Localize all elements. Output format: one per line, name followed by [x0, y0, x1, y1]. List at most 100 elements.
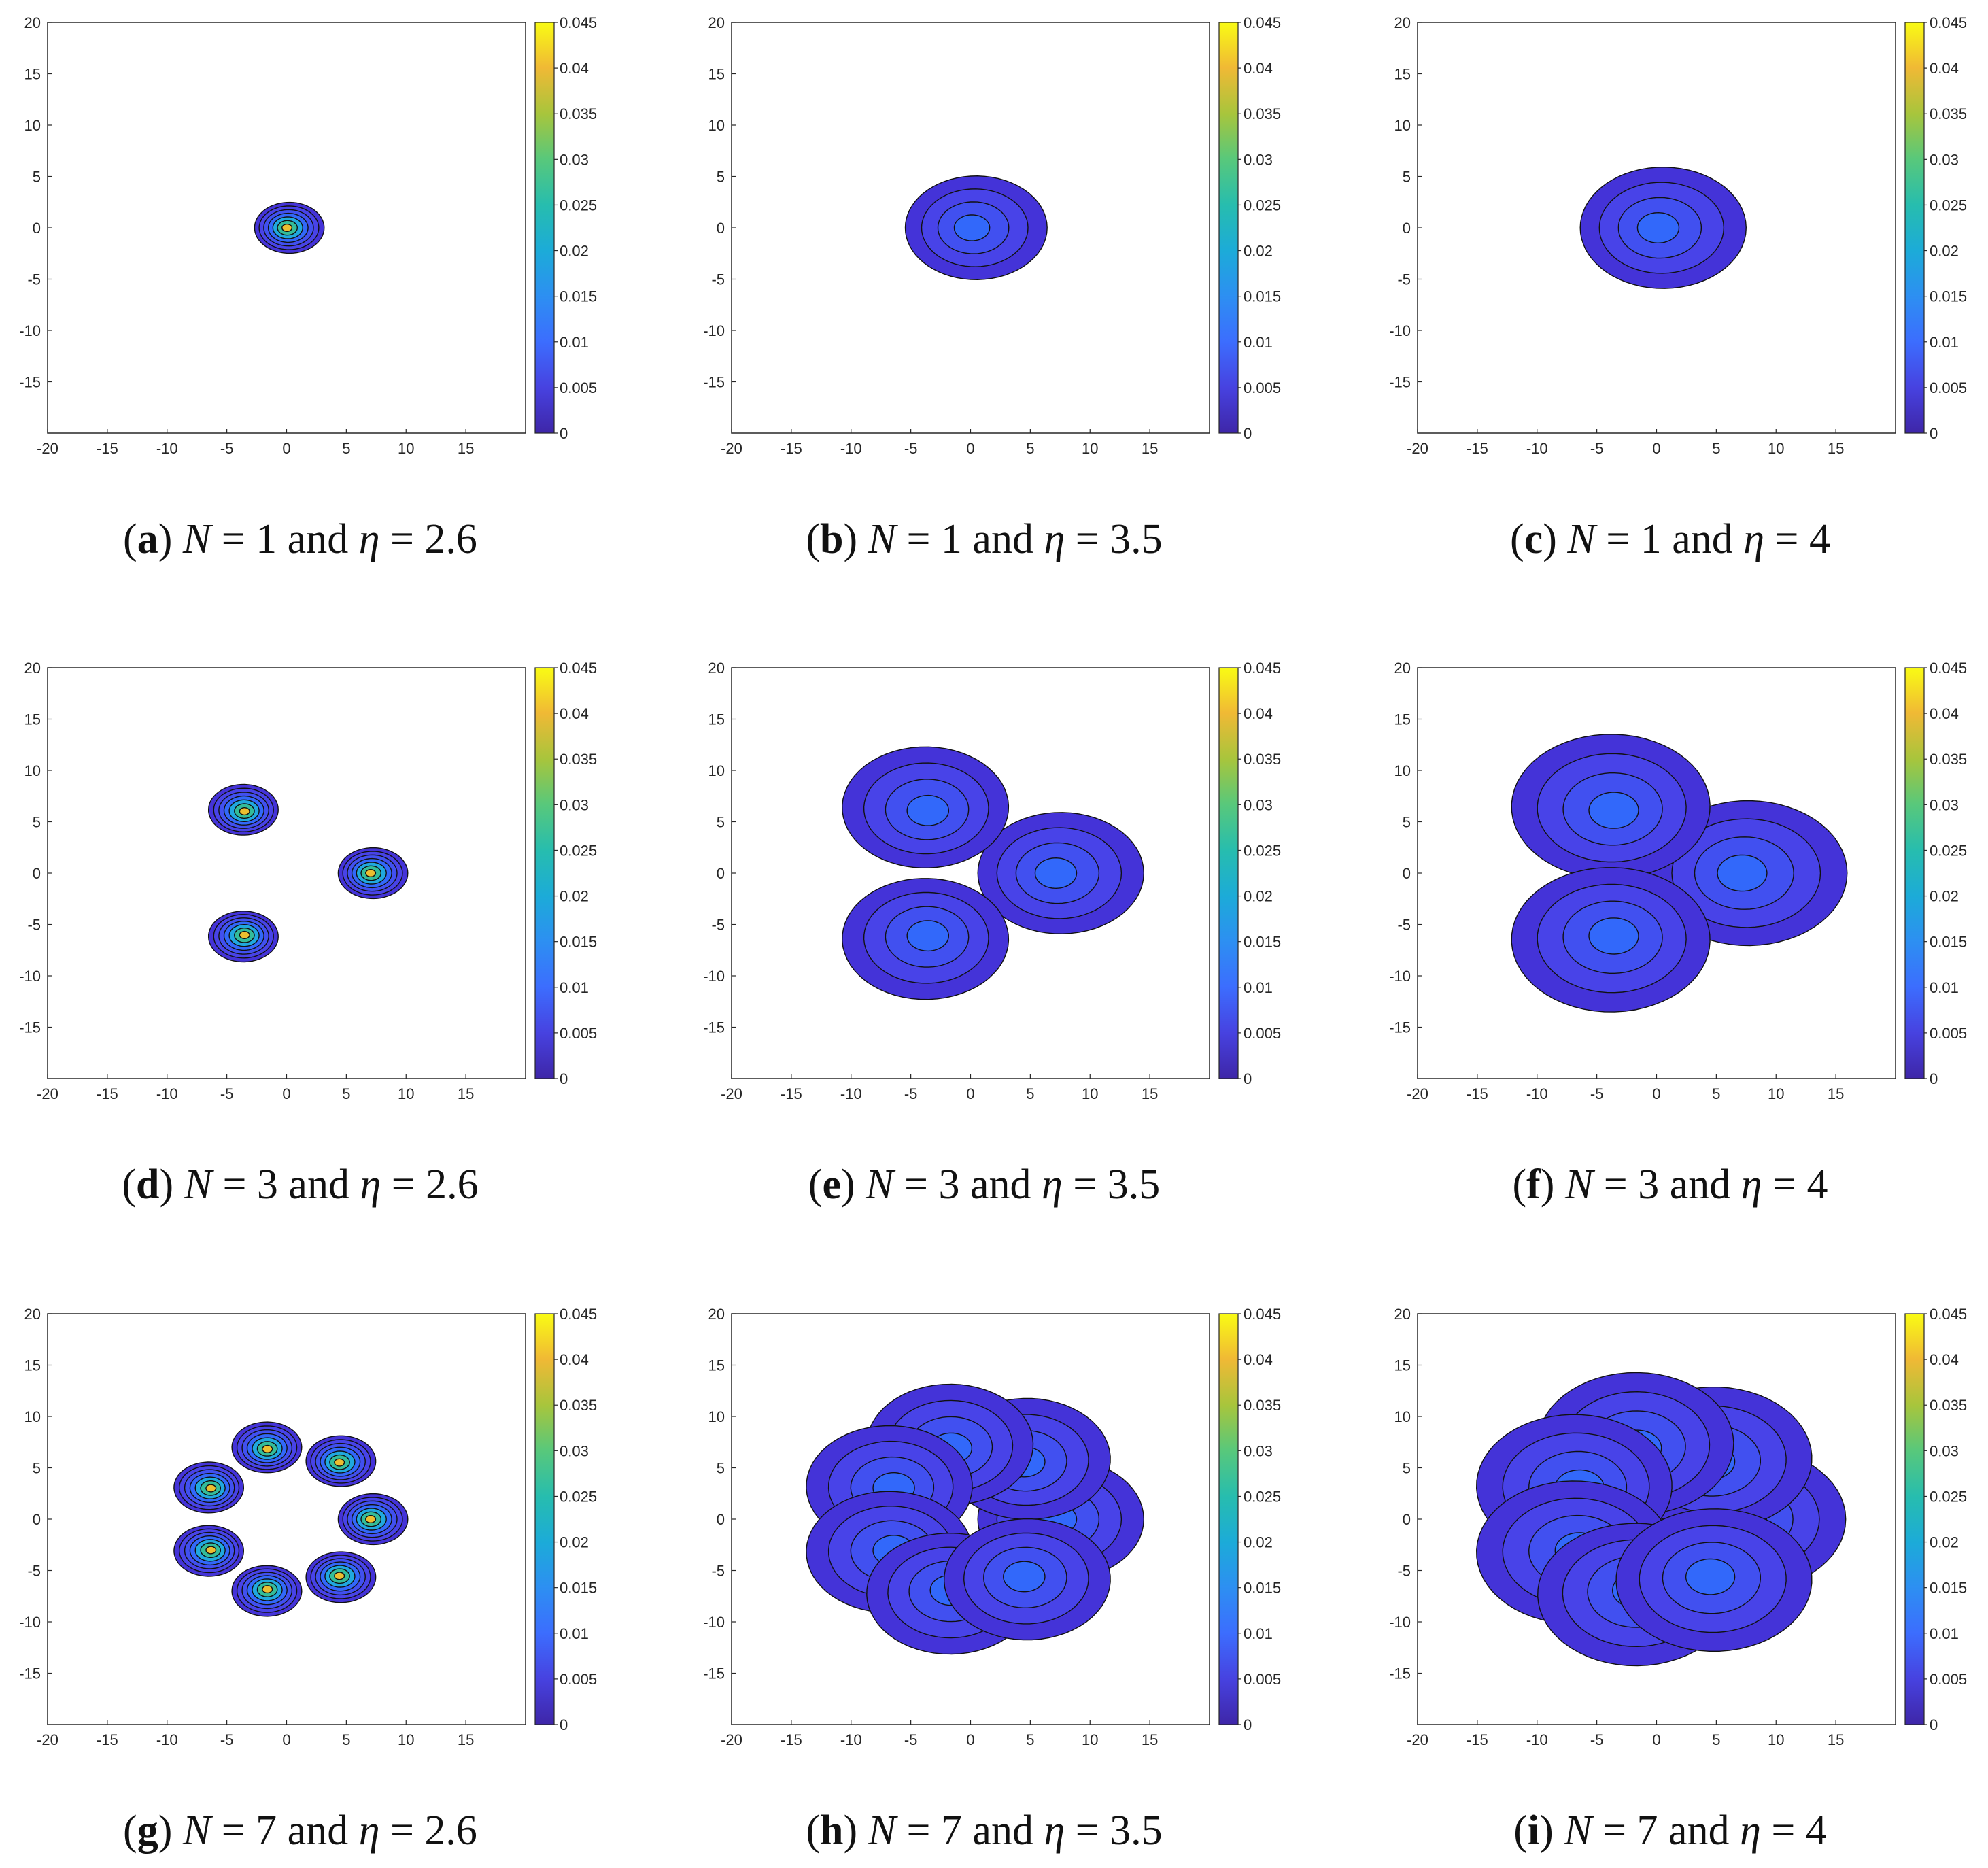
contour-blob [231, 1421, 303, 1474]
colorbar-tick-label: 0.04 [1930, 60, 1959, 77]
y-tick-label: 15 [24, 1357, 41, 1374]
colorbar-tick-label: 0.02 [1930, 243, 1959, 260]
y-tick-label: 0 [717, 865, 725, 882]
caption-text: = 3 and [212, 1161, 360, 1208]
x-tick-label: -15 [1467, 1731, 1488, 1748]
caption-text: = 3 and [1593, 1161, 1741, 1208]
colorbar-tick-label: 0.045 [1930, 660, 1967, 677]
colorbar-tick-label: 0.025 [1930, 1488, 1967, 1505]
caption-text: η [1741, 1161, 1762, 1208]
x-tick-label: 0 [1652, 1731, 1660, 1748]
caption-letter: f [1526, 1161, 1541, 1208]
caption-text: N [868, 516, 899, 562]
caption-letter: d [136, 1161, 159, 1208]
caption-text: N [868, 1807, 899, 1854]
caption-text: = 3.5 [1063, 1161, 1160, 1208]
colorbar-tick-label: 0.015 [560, 934, 597, 951]
panel-g: -20 -15 -10 -5 0 5 10 15 20 15 10 5 0 -5 -10 -15 0 0.005 0… [19, 1306, 597, 1854]
colorbar-tick-label: 0.04 [1930, 1351, 1959, 1368]
x-tick-label: 15 [1142, 1085, 1158, 1102]
x-tick-label: -20 [37, 1085, 58, 1102]
contour-level [262, 1444, 273, 1453]
x-tick-label: -5 [220, 1731, 234, 1748]
panel-caption: (c) N = 1 and η = 4 [1510, 516, 1830, 562]
caption-text: N [184, 1161, 215, 1208]
panel-caption: (d) N = 3 and η = 2.6 [122, 1161, 478, 1208]
contour-blob [208, 783, 279, 836]
x-tick-label: 15 [1142, 1731, 1158, 1748]
y-tick-label: 10 [24, 1408, 41, 1425]
colorbar-tick-label: 0.035 [560, 1397, 597, 1414]
x-tick-label: -5 [904, 440, 918, 457]
colorbar-tick-label: 0.025 [1930, 842, 1967, 859]
contour-blob [904, 175, 1048, 281]
x-tick-label: -5 [1590, 1731, 1604, 1748]
colorbar-tick-label: 0.045 [1930, 1306, 1967, 1323]
colorbar-tick-label: 0.03 [1930, 796, 1959, 813]
colorbar-tick-label: 0.005 [1930, 379, 1967, 396]
x-tick-label: 15 [1828, 1085, 1844, 1102]
x-tick-label: 5 [1712, 1085, 1720, 1102]
colorbar-tick-label: 0.005 [1930, 1025, 1967, 1042]
caption-text: = 3.5 [1065, 1807, 1162, 1854]
contour-blob [337, 1493, 409, 1546]
y-tick-label: -5 [1397, 917, 1411, 934]
colorbar-tick-label: 0.025 [1244, 197, 1281, 214]
x-tick-label: -10 [156, 1085, 178, 1102]
colorbar-tick-label: 0.04 [560, 705, 589, 722]
colorbar-tick-label: 0.045 [1930, 14, 1967, 31]
colorbar-tick-label: 0 [1244, 1716, 1252, 1733]
x-tick-label: -15 [97, 440, 118, 457]
contour-blob [173, 1461, 245, 1514]
x-tick-label: 15 [458, 1731, 474, 1748]
colorbar-tick-label: 0 [1930, 425, 1938, 442]
colorbar-tick-label: 0.01 [560, 334, 589, 351]
x-tick-label: 0 [966, 440, 974, 457]
colorbar-tick-label: 0.03 [560, 151, 589, 168]
colorbar-tick-label: 0.015 [1930, 934, 1967, 951]
y-tick-label: 5 [1403, 169, 1411, 186]
y-tick-label: -5 [1397, 271, 1411, 288]
y-tick-label: 20 [708, 14, 725, 31]
colorbar-tick-label: 0.015 [1930, 1580, 1967, 1597]
y-tick-label: 10 [708, 1408, 725, 1425]
colorbar-tick-label: 0.02 [1930, 1534, 1959, 1551]
caption-paren: ) [1539, 1807, 1564, 1854]
colorbar-tick-label: 0.045 [560, 14, 597, 31]
colorbar-tick-label: 0.045 [1244, 14, 1281, 31]
caption-letter: a [137, 516, 158, 562]
x-tick-label: -5 [220, 440, 234, 457]
colorbar-tick-label: 0.035 [1930, 1397, 1967, 1414]
y-tick-label: 15 [708, 711, 725, 728]
colorbar [1218, 22, 1239, 434]
colorbar-tick-label: 0.045 [560, 1306, 597, 1323]
contour-level [239, 807, 250, 816]
caption-text: N [865, 1161, 896, 1208]
x-tick-label: -5 [904, 1085, 918, 1102]
caption-text: η [359, 1807, 380, 1854]
caption-text: = 3 and [893, 1161, 1041, 1208]
y-tick-label: 15 [24, 711, 41, 728]
y-tick-label: 0 [717, 220, 725, 237]
colorbar-tick-label: 0.005 [1930, 1671, 1967, 1688]
contour-level [1034, 857, 1078, 889]
contour-blob [173, 1525, 245, 1577]
colorbar-tick-label: 0.035 [1244, 105, 1281, 122]
contour-level [1003, 1561, 1046, 1593]
caption-text: N [182, 516, 213, 562]
colorbar-tick-label: 0.015 [560, 288, 597, 305]
contour-level [262, 1585, 273, 1594]
x-tick-label: -20 [1407, 440, 1428, 457]
colorbar-tick-label: 0 [560, 425, 568, 442]
colorbar [534, 667, 555, 1079]
caption-text: N [1566, 516, 1598, 562]
y-tick-label: 5 [717, 814, 725, 831]
colorbar-tick-label: 0.005 [1244, 1025, 1281, 1042]
panel-a: -20 -15 -10 -5 0 5 10 15 20 15 10 5 0 -5 -10 -15 0 0.005 0… [19, 14, 597, 562]
caption-text: η [1044, 516, 1065, 562]
panel-i: -20 -15 -10 -5 0 5 10 15 20 15 10 5 0 -5 -10 -15 0 0.005 0… [1389, 1306, 1967, 1854]
caption-label: ( [122, 1161, 136, 1208]
x-tick-label: -5 [220, 1085, 234, 1102]
colorbar-tick-label: 0.025 [560, 1488, 597, 1505]
